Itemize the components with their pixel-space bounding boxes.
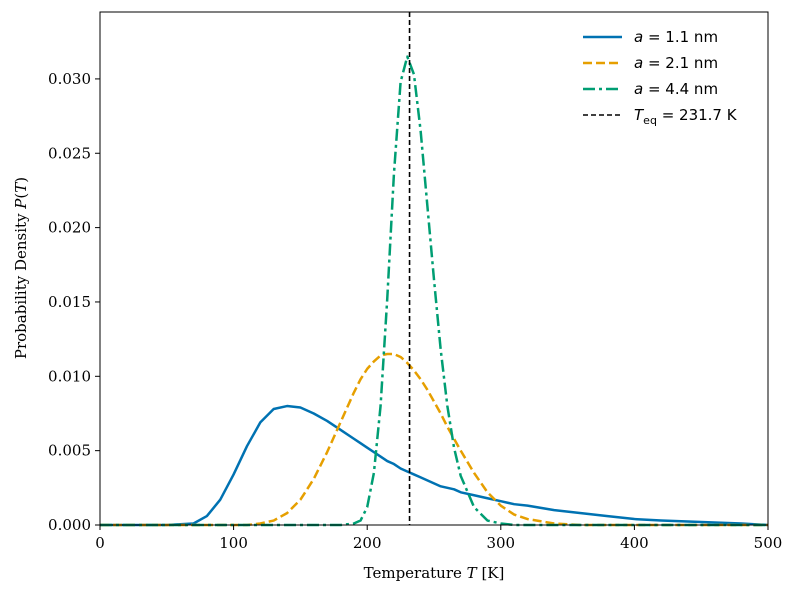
x-axis-title: Temperature T [K] [364,564,505,582]
legend: a = 1.1 nm a = 2.1 nm a = 4.4 nm Teq = 2… [583,28,738,127]
axes-frame [99,11,769,526]
x-tick-label: 200 [353,534,382,552]
y-tick-label: 0.030 [48,70,91,88]
plot-area [99,11,769,527]
y-tick-label: 0.015 [48,293,91,311]
x-tick-label: 300 [486,534,515,552]
x-axis-ticks: 0 100 200 300 400 500 [95,525,782,552]
series-line-1 [100,352,768,527]
y-tick-label: 0.020 [48,219,91,237]
legend-label-t-eq: Teq = 231.7 K [634,106,738,127]
y-axis-title: Probability Density P(T) [12,177,30,359]
x-tick-label: 0 [95,534,105,552]
x-tick-label: 400 [620,534,649,552]
x-tick-label: 100 [219,534,248,552]
series-line-2 [100,55,768,527]
legend-label-a-4-4nm: a = 4.4 nm [634,80,718,98]
y-tick-label: 0.010 [48,367,91,385]
y-tick-label: 0.025 [48,144,91,162]
series-layer [100,55,769,527]
y-axis-ticks: 0.000 0.005 0.010 0.015 0.020 0.025 0.030 [48,70,100,534]
legend-label-a-1-1nm: a = 1.1 nm [634,28,718,46]
series-line-0 [100,404,769,527]
legend-label-a-2-1nm: a = 2.1 nm [634,54,718,72]
y-tick-label: 0.005 [48,442,91,460]
x-tick-label: 500 [754,534,783,552]
y-tick-label: 0.000 [48,516,91,534]
